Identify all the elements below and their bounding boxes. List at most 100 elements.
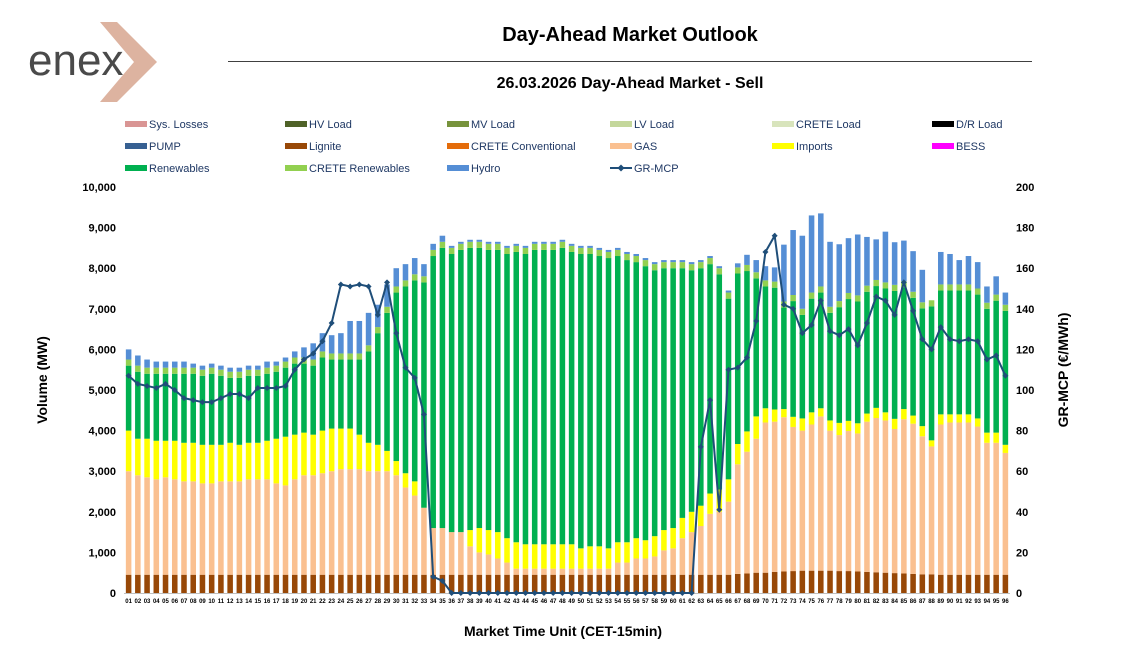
- bar-hydro-84: [891, 242, 898, 285]
- bar-hydro-54: [614, 247, 621, 250]
- bar-gas-53: [605, 568, 612, 575]
- x-tick-label: 12: [227, 599, 234, 605]
- bar-imports-24: [338, 428, 344, 470]
- bar-renewables-65: [716, 274, 723, 490]
- mcp-point-04: [153, 384, 160, 391]
- bar-crete-renewables-84: [891, 284, 898, 291]
- y-tick-label: 5,000: [88, 385, 116, 397]
- y2-tick-label: 60: [1016, 466, 1028, 478]
- bar-hydro-30: [393, 268, 400, 287]
- bar-hydro-62: [688, 262, 695, 265]
- bar-imports-06: [171, 440, 178, 480]
- bar-gas-72: [781, 417, 787, 572]
- mcp-point-66: [725, 366, 732, 373]
- mcp-point-73: [790, 305, 797, 312]
- x-tick-label: 96: [1002, 599, 1009, 605]
- bar-hydro-38: [467, 239, 473, 242]
- bar-imports-19: [291, 434, 298, 480]
- bar-renewables-69: [753, 278, 759, 417]
- bar-hydro-72: [781, 244, 787, 302]
- bar-imports-79: [845, 420, 852, 432]
- bar-renewables-75: [808, 298, 815, 413]
- x-tick-label: 33: [421, 599, 428, 605]
- bar-imports-07: [181, 442, 187, 482]
- bar-crete-renewables-53: [605, 251, 612, 259]
- bar-imports-57: [642, 540, 649, 559]
- x-tick-label: 17: [273, 599, 280, 605]
- mcp-line: [125, 232, 1009, 596]
- mcp-point-89: [937, 324, 944, 331]
- bar-imports-47: [550, 544, 556, 569]
- bar-crete-renewables-82: [873, 279, 879, 287]
- bar-crete-renewables-35: [439, 241, 446, 248]
- bar-crete-renewables-77: [827, 306, 833, 313]
- bar-gas-84: [891, 428, 898, 574]
- x-tick-label: 49: [568, 599, 575, 605]
- bar-gas-81: [864, 421, 870, 572]
- bar-lignite-34: [430, 574, 436, 593]
- bar-crete-renewables-95: [993, 294, 999, 301]
- bar-imports-42: [504, 538, 510, 563]
- legend-item-d-r-load: D/R Load: [932, 118, 1002, 132]
- bar-crete-renewables-16: [264, 367, 270, 374]
- bar-lignite-33: [421, 574, 427, 593]
- x-tick-label: 88: [928, 599, 935, 605]
- x-tick-label: 37: [458, 599, 465, 605]
- bar-gas-08: [190, 481, 196, 575]
- bar-lignite-86: [910, 573, 916, 593]
- bar-renewables-33: [421, 282, 427, 508]
- bar-hydro-83: [882, 231, 889, 283]
- legend-label: GR-MCP: [634, 163, 679, 175]
- bar-imports-20: [301, 432, 307, 476]
- bar-lignite-42: [504, 574, 510, 593]
- bar-gas-29: [384, 471, 390, 575]
- bar-gas-63: [698, 526, 704, 575]
- bar-hydro-40: [485, 241, 492, 244]
- bar-renewables-80: [854, 301, 861, 424]
- bar-crete-renewables-25: [347, 353, 353, 360]
- legend-label: MV Load: [471, 119, 516, 131]
- mcp-point-60: [670, 590, 677, 596]
- bar-renewables-60: [670, 268, 676, 529]
- bar-lignite-93: [974, 574, 981, 593]
- bar-renewables-41: [495, 249, 501, 533]
- bar-gas-87: [919, 436, 926, 575]
- x-tick-label: 78: [836, 599, 843, 605]
- bar-hydro-37: [458, 241, 464, 244]
- bar-crete-renewables-45: [531, 243, 538, 250]
- bar-lignite-54: [614, 574, 621, 593]
- bar-renewables-23: [328, 359, 335, 429]
- bar-crete-renewables-71: [771, 281, 778, 288]
- bar-renewables-55: [624, 260, 630, 543]
- bar-renewables-05: [162, 373, 169, 441]
- bar-renewables-26: [356, 359, 363, 435]
- bar-crete-renewables-61: [679, 262, 686, 269]
- bar-hydro-91: [956, 260, 963, 285]
- bar-crete-renewables-56: [633, 256, 639, 263]
- x-tick-label: 80: [854, 599, 861, 605]
- mcp-point-16: [264, 384, 271, 391]
- mcp-point-08: [190, 397, 197, 404]
- bar-crete-renewables-15: [255, 369, 261, 376]
- legend-item-mv-load: MV Load: [447, 118, 515, 132]
- legend-swatch: [447, 121, 469, 128]
- bar-crete-renewables-01: [125, 359, 132, 366]
- bar-imports-96: [1002, 444, 1009, 453]
- mcp-point-14: [245, 395, 252, 402]
- mcp-point-24: [337, 281, 344, 288]
- bar-lignite-49: [568, 574, 575, 593]
- legend-label: CRETE Conventional: [471, 141, 576, 153]
- bar-hydro-27: [365, 312, 372, 346]
- bar-crete-renewables-69: [753, 272, 759, 279]
- bar-gas-70: [762, 422, 769, 573]
- bar-renewables-73: [790, 301, 796, 417]
- bar-crete-renewables-58: [651, 264, 658, 271]
- bar-gas-17: [273, 483, 280, 575]
- bar-crete-renewables-57: [642, 260, 649, 267]
- bar-imports-94: [984, 432, 990, 443]
- bar-hydro-56: [633, 253, 639, 257]
- bar-renewables-90: [947, 290, 953, 415]
- bar-gas-75: [808, 424, 815, 571]
- bar-lignite-43: [513, 574, 520, 593]
- bar-lignite-94: [984, 574, 990, 593]
